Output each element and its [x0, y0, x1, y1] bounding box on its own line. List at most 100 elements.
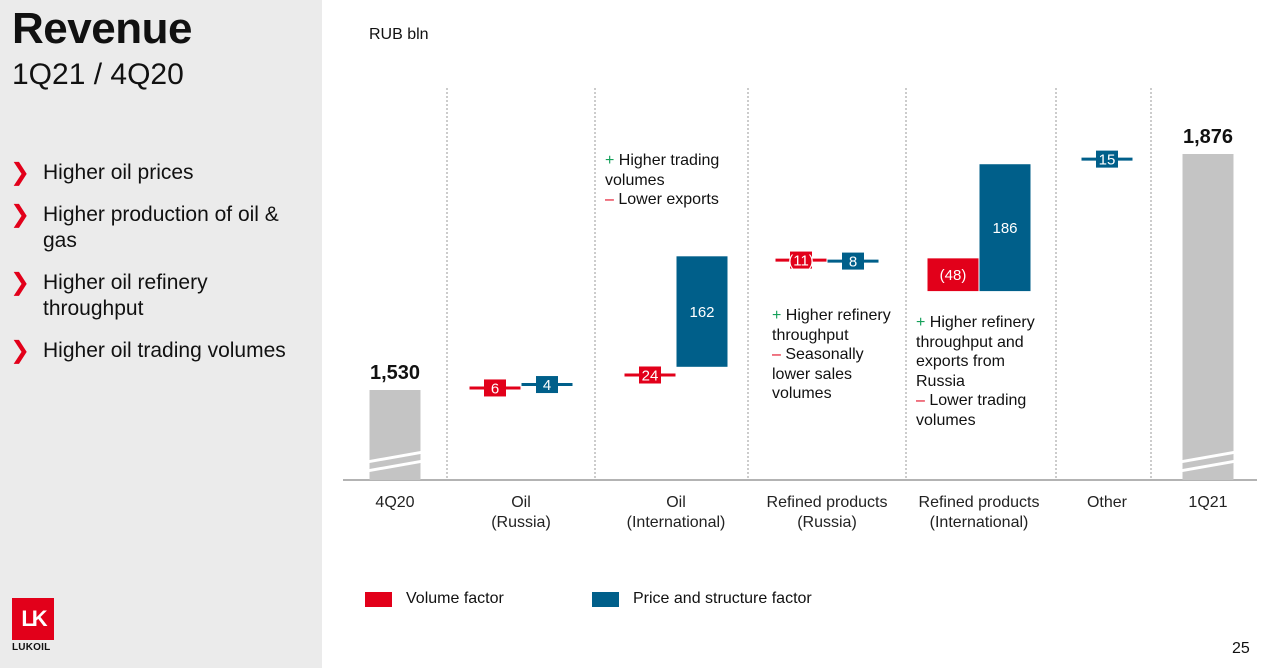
annotation-line: – Lower trading [916, 391, 1035, 411]
annotation-line: + Higher refinery [772, 306, 891, 326]
minus-sign: – [605, 191, 619, 208]
bullet-list: ❯ Higher oil prices ❯ Higher production of… [10, 160, 310, 380]
annotation-line: throughput [772, 326, 891, 346]
annotation-line: volumes [916, 411, 1035, 431]
bullet-item: ❯ Higher oil refinery throughput [10, 270, 310, 322]
category-tick-label: Refined products [919, 494, 1040, 511]
annotation-line: + Higher refinery [916, 313, 1035, 333]
step-bar-volume [790, 251, 812, 269]
axis-break-mark [1182, 451, 1234, 463]
category-tick-label: (Russia) [797, 514, 857, 531]
axis-break-mark [369, 451, 421, 463]
page-number: 25 [1232, 640, 1250, 657]
annotation-note: + Higher refinery throughput and exports f… [916, 313, 1035, 430]
annotation-text: exports from [916, 353, 1005, 370]
legend-label-price: Price and structure factor [633, 590, 812, 607]
step-bar-volume [639, 366, 661, 384]
plus-sign: + [916, 314, 930, 331]
chevron-right-icon: ❯ [10, 269, 31, 296]
step-bar-price [536, 376, 558, 394]
step-bar-price [1096, 150, 1118, 168]
bullet-text: Higher oil prices [43, 161, 194, 184]
annotation-text: Lower exports [618, 191, 719, 208]
step-bar-price [676, 256, 728, 367]
annotation-text: Russia [916, 372, 965, 390]
minus-sign: – [916, 392, 930, 409]
legend-item-volume: Volume factor [365, 590, 504, 608]
category-tick-label: 4Q20 [375, 494, 414, 511]
legend-swatch-volume [365, 591, 392, 607]
annotation-text: Seasonally [785, 346, 864, 363]
unit-label: RUB bln [369, 26, 429, 43]
annotation-note: + Higher trading volumes – Lower exports [605, 151, 719, 210]
step-value-label: 15 [1099, 152, 1116, 169]
chevron-right-icon: ❯ [10, 201, 31, 228]
category-tick-label: (International) [627, 514, 726, 531]
annotation-line: exports from [916, 352, 1035, 372]
bullet-item: ❯ Higher production of oil & gas [10, 202, 310, 254]
annotation-line: volumes [605, 171, 719, 191]
page-title: Revenue [12, 4, 192, 53]
annotation-text: throughput and [916, 333, 1024, 351]
legend-label-volume: Volume factor [406, 590, 504, 607]
step-value-label: (48) [940, 267, 967, 284]
start-total-value-label: 1,530 [370, 362, 420, 384]
annotation-text: volumes [772, 385, 832, 402]
step-bar-price [979, 164, 1031, 292]
category-tick-label: Oil [666, 494, 686, 511]
annotation-line: volumes [772, 384, 891, 404]
annotation-note: + Higher refinery throughput – Seasonally l… [772, 306, 891, 404]
annotation-text: Higher refinery [929, 314, 1035, 331]
bullet-item: ❯ Higher oil trading volumes [10, 338, 310, 364]
axis-break-mark [1182, 460, 1234, 472]
category-tick-label: Oil [511, 494, 531, 511]
logo-wordmark: LUKOIL [12, 642, 51, 653]
legend-swatch-price [592, 591, 619, 607]
legend-item-price: Price and structure factor [592, 590, 812, 608]
bullet-item: ❯ Higher oil prices [10, 160, 310, 186]
step-value-label: 24 [642, 367, 659, 384]
annotation-line: throughput and [916, 333, 1035, 353]
axis-break-mark [369, 460, 421, 472]
chevron-right-icon: ❯ [10, 337, 31, 364]
annotation-line: – Seasonally [772, 345, 891, 365]
annotation-text: Higher trading [618, 152, 720, 169]
step-bar-price [842, 252, 864, 270]
end-total-bar [1182, 154, 1234, 480]
step-value-label: 8 [849, 254, 857, 271]
sidebar-panel: Revenue 1Q21 / 4Q20 ❯ Higher oil prices ❯… [0, 0, 322, 668]
annotation-line: lower sales [772, 365, 891, 385]
step-value-label: 4 [543, 377, 551, 394]
annotation-text: Higher refinery [785, 307, 891, 324]
category-tick-label: (International) [930, 514, 1029, 531]
page-subtitle: 1Q21 / 4Q20 [12, 58, 184, 91]
annotation-text: Lower trading [929, 392, 1027, 409]
annotation-line: Russia [916, 372, 1035, 392]
step-bar-volume [484, 379, 506, 397]
annotation-text: volumes [605, 171, 665, 189]
step-value-label: (11) [788, 253, 814, 270]
end-total-value-label: 1,876 [1183, 126, 1233, 148]
category-tick-label: Refined products [767, 494, 888, 511]
annotation-text: throughput [772, 326, 849, 344]
logo-mark-icon: LK [12, 598, 54, 640]
chevron-right-icon: ❯ [10, 159, 31, 186]
annotation-text: volumes [916, 411, 976, 429]
bullet-text: Higher oil trading volumes [43, 339, 286, 362]
step-value-label: 186 [992, 220, 1017, 237]
category-tick-label: Other [1087, 494, 1128, 511]
step-value-label: 162 [689, 304, 714, 321]
bullet-text: Higher oil refinery throughput [43, 271, 208, 320]
company-logo: LK LUKOIL [12, 598, 58, 653]
step-value-label: 6 [491, 380, 499, 397]
bullet-text: Higher production of oil & gas [43, 203, 279, 252]
annotation-line: – Lower exports [605, 190, 719, 210]
step-bar-volume [927, 258, 979, 292]
minus-sign: – [772, 346, 786, 363]
plus-sign: + [605, 152, 619, 169]
plus-sign: + [772, 307, 786, 324]
category-tick-label: 1Q21 [1188, 494, 1227, 511]
category-tick-label: (Russia) [491, 514, 551, 531]
annotation-text: lower sales [772, 365, 853, 383]
